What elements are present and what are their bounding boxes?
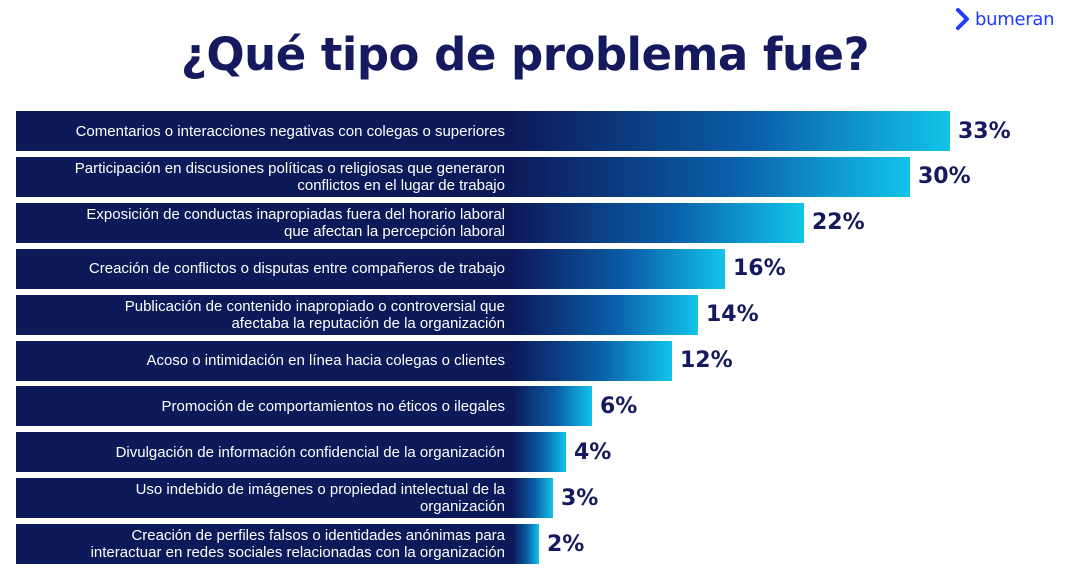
- bar-category-label-line: organización: [419, 498, 505, 516]
- bar-category-label: Exposición de conductas inapropiadas fue…: [16, 203, 513, 243]
- bar-value-label: 12%: [680, 348, 733, 373]
- bar-label-block: [16, 202, 513, 243]
- bar-category-label-line: interactuar en redes sociales relacionad…: [90, 544, 505, 562]
- bar: [513, 386, 592, 427]
- bar-category-label: Promoción de comportamientos no éticos o…: [16, 386, 513, 426]
- bar-category-label-line: Uso indebido de imágenes o propiedad int…: [135, 481, 505, 499]
- bar: [513, 156, 910, 197]
- bar-category-label: Publicación de contenido inapropiado o c…: [16, 295, 513, 335]
- bar-value-label: 22%: [812, 210, 865, 236]
- bar-label-block: [16, 478, 513, 519]
- bar-value-label: 6%: [600, 393, 638, 419]
- bar-category-label: Uso indebido de imágenes o propiedad int…: [16, 478, 513, 518]
- bar-category-label: Participación en discusiones políticas o…: [16, 157, 513, 197]
- bar: [513, 524, 539, 565]
- bar-value-label: 16%: [733, 256, 786, 282]
- bar-category-label-line: conflictos en el lugar de trabajo: [297, 176, 505, 194]
- bar: [513, 248, 725, 289]
- bar-category-label-line: Creación de perfiles falsos o identidade…: [131, 527, 505, 545]
- bar: [513, 111, 950, 151]
- bar-value-label: 4%: [574, 439, 612, 465]
- bar-category-label: Comentarios o interacciones negativas co…: [16, 111, 513, 151]
- bar-label-block: [16, 294, 513, 335]
- bar-category-label-line: Creación de conflictos o disputas entre …: [88, 260, 505, 278]
- bar-label-block: [16, 386, 513, 427]
- bar-category-label-line: Comentarios o interacciones negativas co…: [75, 122, 505, 140]
- bar: [513, 340, 672, 381]
- bar-value-label: 14%: [706, 302, 759, 328]
- bar: [513, 432, 566, 473]
- bar-category-label-line: Exposición de conductas inapropiadas fue…: [86, 205, 505, 223]
- bar-category-label-line: que afectan la percepción laboral: [284, 222, 505, 240]
- bar-category-label: Creación de perfiles falsos o identidade…: [16, 524, 513, 564]
- bar-value-label: 30%: [918, 164, 971, 190]
- bar: [513, 202, 804, 243]
- bar-label-block: [16, 524, 513, 565]
- bar-label-block: [16, 111, 513, 151]
- bumeran-chevron-icon: [956, 8, 969, 30]
- bar-category-label: Acoso o intimidación en línea hacia cole…: [16, 341, 513, 381]
- bar-label-block: [16, 248, 513, 289]
- bar-value-label: 3%: [561, 485, 599, 511]
- bar-category-label-line: Divulgación de información confidencial …: [115, 443, 505, 461]
- bar-category-label: Creación de conflictos o disputas entre …: [16, 249, 513, 289]
- bar-category-label-line: Participación en discusiones políticas o…: [74, 159, 505, 177]
- bumeran-logo: bumeran: [956, 8, 1054, 30]
- bar-category-label: Divulgación de información confidencial …: [16, 432, 513, 472]
- bar-category-label-line: Promoción de comportamientos no éticos o…: [161, 397, 505, 415]
- bar-category-label-line: afectaba la reputación de la organizació…: [231, 314, 505, 332]
- bar-label-block: [16, 432, 513, 473]
- chart-title: ¿Qué tipo de problema fue?: [180, 28, 870, 81]
- bar-label-block: [16, 340, 513, 381]
- bar-label-block: [16, 156, 513, 197]
- bar: [513, 294, 698, 335]
- bar-category-label-line: Acoso o intimidación en línea hacia cole…: [146, 352, 505, 369]
- bar-value-label: 2%: [547, 531, 585, 557]
- bumeran-logo-text: bumeran: [975, 8, 1055, 30]
- bar-value-label: 33%: [958, 118, 1011, 144]
- bar: [513, 478, 553, 519]
- bar-category-label-line: Publicación de contenido inapropiado o c…: [124, 297, 505, 315]
